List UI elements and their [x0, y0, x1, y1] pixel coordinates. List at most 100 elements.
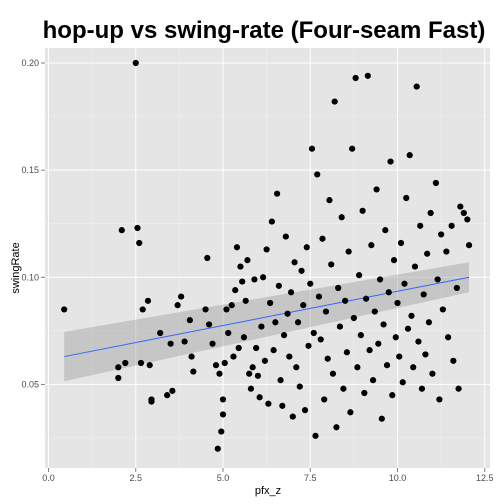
- data-point: [361, 389, 368, 397]
- data-point: [61, 306, 68, 313]
- data-point: [418, 385, 426, 392]
- data-point: [287, 289, 295, 296]
- data-point: [445, 334, 452, 341]
- data-point: [258, 323, 265, 330]
- data-point: [439, 306, 446, 313]
- data-point: [390, 257, 398, 264]
- data-point: [307, 280, 314, 287]
- data-point: [434, 276, 441, 283]
- data-point: [329, 370, 337, 377]
- data-point: [277, 377, 284, 384]
- confidence-band: [64, 262, 470, 382]
- data-point: [382, 227, 389, 234]
- data-point: [432, 179, 440, 187]
- data-point: [338, 214, 345, 221]
- data-point: [178, 293, 185, 300]
- data-point: [186, 317, 193, 324]
- data-point: [251, 276, 258, 283]
- data-point: [122, 359, 129, 367]
- data-point: [190, 368, 197, 375]
- data-point: [268, 218, 275, 225]
- data-point: [240, 334, 248, 341]
- data-point: [392, 334, 399, 341]
- data-point: [164, 392, 171, 399]
- data-point: [144, 297, 152, 304]
- data-point: [375, 340, 382, 347]
- data-point: [401, 280, 408, 287]
- data-point: [314, 171, 321, 178]
- data-point: [289, 413, 296, 420]
- data-point: [228, 302, 235, 309]
- data-point: [136, 239, 143, 247]
- data-point: [371, 308, 378, 315]
- data-point: [321, 396, 328, 403]
- data-point: [417, 222, 424, 229]
- x-tick-label: 10.0: [389, 473, 407, 483]
- data-point: [242, 297, 249, 304]
- data-point: [267, 299, 274, 307]
- y-tick-label: 0.05: [21, 379, 39, 389]
- data-point: [460, 209, 467, 217]
- data-point: [366, 347, 373, 354]
- y-tick-label: 0.20: [21, 58, 39, 68]
- data-point: [415, 338, 422, 345]
- data-point: [424, 250, 431, 257]
- data-point: [343, 349, 351, 356]
- data-point: [413, 83, 420, 90]
- x-tick-label: 5.0: [217, 473, 230, 483]
- data-point: [137, 359, 145, 367]
- data-point: [134, 224, 141, 232]
- data-point: [342, 297, 349, 304]
- data-point: [387, 158, 394, 165]
- data-point: [132, 59, 139, 67]
- data-point: [448, 222, 455, 229]
- data-point: [301, 407, 309, 414]
- plot-panel: [45, 48, 490, 468]
- data-point: [169, 387, 176, 394]
- data-point: [219, 411, 227, 418]
- data-point: [352, 74, 359, 82]
- data-point: [300, 302, 307, 309]
- data-point: [369, 377, 377, 384]
- x-axis-ticks: 0.0 2.5 5.0 7.5 10.0 12.5: [42, 468, 494, 483]
- data-point: [232, 287, 239, 294]
- data-point: [246, 370, 253, 377]
- data-point: [354, 364, 361, 371]
- data-point: [202, 306, 209, 313]
- data-point: [261, 357, 268, 364]
- data-point: [362, 295, 370, 302]
- data-point: [328, 261, 335, 268]
- data-point: [249, 364, 256, 371]
- x-tick-label: 2.5: [129, 473, 142, 483]
- x-tick-label: 12.5: [476, 473, 494, 483]
- data-point: [394, 299, 401, 307]
- data-point: [364, 72, 371, 79]
- data-point: [425, 319, 433, 326]
- data-point: [373, 186, 380, 193]
- data-point: [336, 323, 344, 330]
- data-point: [256, 394, 263, 401]
- data-point: [465, 242, 473, 249]
- data-point: [118, 227, 125, 234]
- data-point: [218, 428, 225, 435]
- data-point: [331, 98, 338, 105]
- data-point: [333, 424, 340, 431]
- y-axis-ticks: 0.05 0.10 0.15 0.20: [21, 58, 45, 389]
- data-point: [214, 445, 221, 452]
- data-point: [420, 291, 427, 298]
- data-point: [396, 353, 403, 360]
- data-point: [408, 312, 415, 319]
- data-point: [324, 355, 331, 362]
- data-point: [385, 289, 392, 296]
- data-point: [383, 362, 391, 369]
- data-point: [376, 276, 384, 283]
- data-point: [239, 278, 246, 285]
- data-point: [244, 257, 251, 264]
- data-point: [443, 248, 450, 255]
- data-point: [216, 370, 223, 377]
- data-point: [280, 332, 288, 339]
- data-point: [345, 248, 352, 255]
- data-point: [291, 259, 298, 266]
- data-point: [225, 329, 232, 337]
- data-point: [205, 321, 213, 328]
